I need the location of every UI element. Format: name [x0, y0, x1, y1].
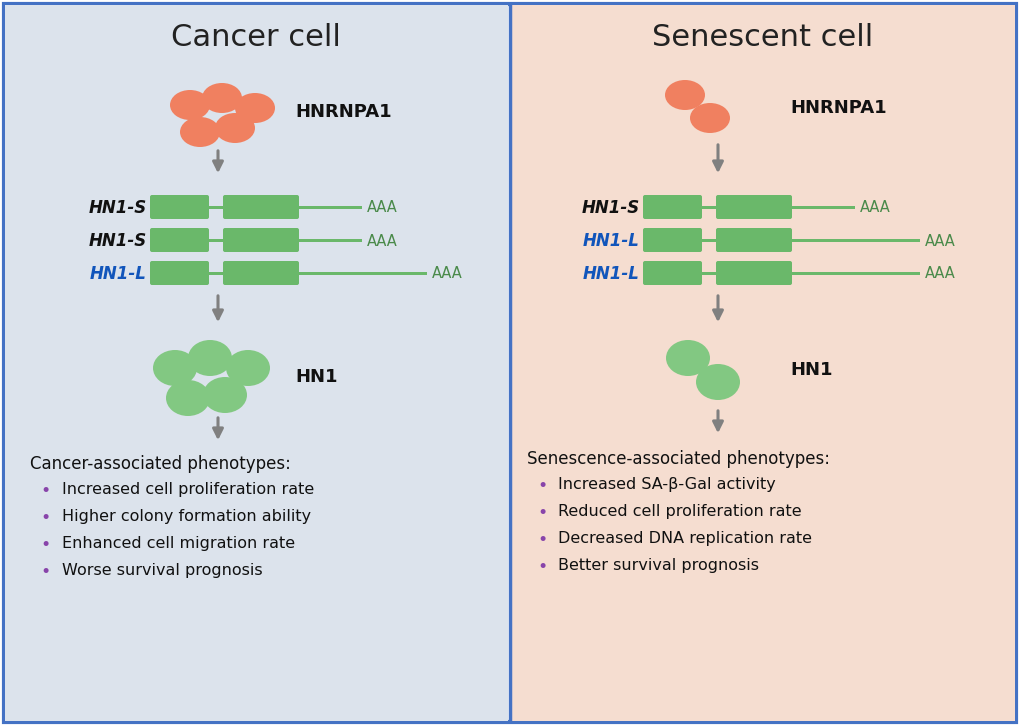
Text: AAA: AAA: [432, 266, 463, 282]
Ellipse shape: [187, 340, 231, 376]
Text: •: •: [536, 504, 547, 522]
Text: Higher colony formation ability: Higher colony formation ability: [62, 509, 311, 524]
Text: Senescent cell: Senescent cell: [652, 23, 872, 52]
Text: HN1-L: HN1-L: [583, 232, 639, 250]
Text: •: •: [40, 509, 50, 527]
Bar: [644, 239, 919, 242]
Text: HN1-S: HN1-S: [89, 199, 147, 217]
FancyBboxPatch shape: [4, 4, 1015, 722]
FancyBboxPatch shape: [223, 261, 299, 285]
Text: Enhanced cell migration rate: Enhanced cell migration rate: [62, 536, 294, 551]
Ellipse shape: [166, 380, 210, 416]
FancyBboxPatch shape: [512, 5, 1014, 721]
Text: Worse survival prognosis: Worse survival prognosis: [62, 563, 262, 578]
Text: HNRNPA1: HNRNPA1: [294, 103, 391, 121]
Text: •: •: [536, 531, 547, 549]
Text: AAA: AAA: [367, 200, 397, 216]
Text: •: •: [40, 563, 50, 581]
Text: HN1-L: HN1-L: [583, 265, 639, 283]
FancyBboxPatch shape: [715, 261, 791, 285]
FancyBboxPatch shape: [5, 5, 507, 721]
Ellipse shape: [689, 103, 730, 133]
Text: HNRNPA1: HNRNPA1: [790, 99, 886, 117]
FancyBboxPatch shape: [150, 228, 209, 252]
Ellipse shape: [226, 350, 270, 386]
Text: HN1: HN1: [790, 361, 832, 379]
Bar: [152, 239, 362, 242]
Text: Increased cell proliferation rate: Increased cell proliferation rate: [62, 482, 314, 497]
Bar: [644, 272, 919, 274]
Text: Reduced cell proliferation rate: Reduced cell proliferation rate: [557, 504, 801, 519]
Ellipse shape: [215, 113, 255, 143]
Bar: [152, 272, 427, 274]
Text: •: •: [40, 536, 50, 554]
Text: AAA: AAA: [924, 266, 955, 282]
Text: AAA: AAA: [367, 234, 397, 248]
Text: Increased SA-β-Gal activity: Increased SA-β-Gal activity: [557, 477, 775, 492]
Bar: [644, 205, 854, 208]
Ellipse shape: [203, 377, 247, 413]
FancyBboxPatch shape: [150, 195, 209, 219]
Text: Senescence-associated phenotypes:: Senescence-associated phenotypes:: [527, 450, 829, 468]
Text: •: •: [536, 558, 547, 576]
Text: HN1: HN1: [294, 368, 337, 386]
FancyBboxPatch shape: [715, 228, 791, 252]
Text: HN1-L: HN1-L: [90, 265, 147, 283]
Ellipse shape: [170, 90, 210, 120]
FancyBboxPatch shape: [642, 228, 701, 252]
Ellipse shape: [153, 350, 197, 386]
Text: AAA: AAA: [924, 234, 955, 248]
FancyBboxPatch shape: [150, 261, 209, 285]
Ellipse shape: [234, 93, 275, 123]
Text: •: •: [536, 477, 547, 495]
Text: •: •: [40, 482, 50, 500]
Ellipse shape: [695, 364, 739, 400]
Text: Cancer-associated phenotypes:: Cancer-associated phenotypes:: [30, 455, 290, 473]
FancyBboxPatch shape: [642, 261, 701, 285]
Text: Decreased DNA replication rate: Decreased DNA replication rate: [557, 531, 811, 546]
Ellipse shape: [179, 117, 220, 147]
Text: AAA: AAA: [859, 200, 890, 216]
FancyBboxPatch shape: [223, 195, 299, 219]
Ellipse shape: [665, 340, 709, 376]
FancyBboxPatch shape: [642, 195, 701, 219]
FancyBboxPatch shape: [715, 195, 791, 219]
Bar: [152, 205, 362, 208]
Ellipse shape: [664, 80, 704, 110]
FancyBboxPatch shape: [223, 228, 299, 252]
Text: Better survival prognosis: Better survival prognosis: [557, 558, 758, 573]
Text: HN1-S: HN1-S: [581, 199, 639, 217]
Ellipse shape: [202, 83, 242, 113]
Text: HN1-S: HN1-S: [89, 232, 147, 250]
Text: Cancer cell: Cancer cell: [171, 23, 340, 52]
